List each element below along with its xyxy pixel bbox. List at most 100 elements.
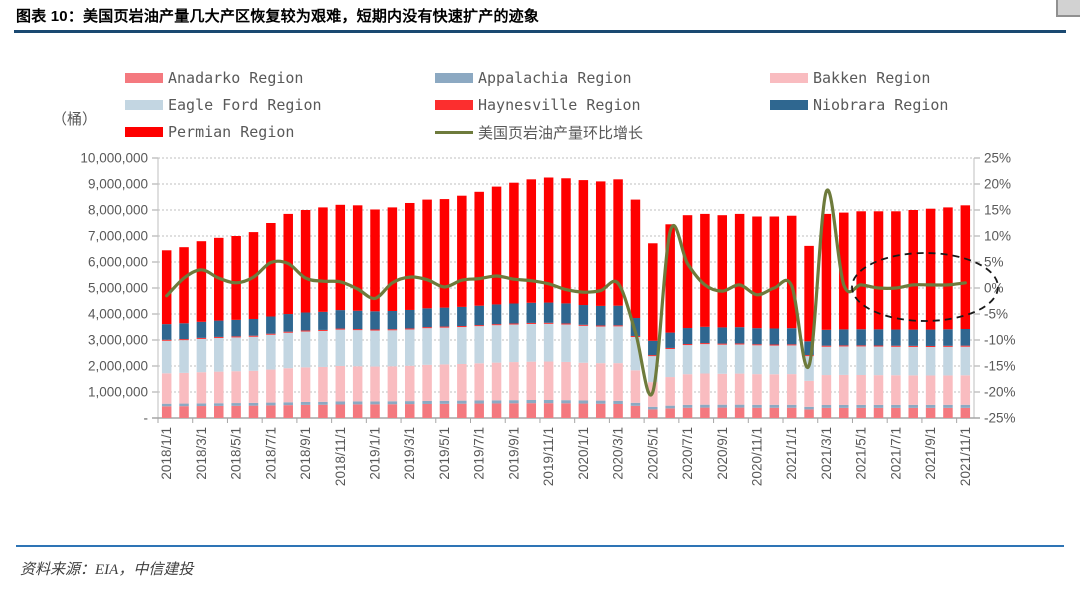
bar-month (335, 204, 346, 418)
svg-text:-10%: -10% (984, 333, 1016, 348)
bar-month (231, 236, 241, 418)
svg-text:2019/1/1: 2019/1/1 (368, 427, 383, 480)
haynesville-swatch-icon (435, 100, 473, 110)
bar-month (630, 199, 641, 418)
bar-month (943, 207, 953, 418)
svg-text:2020/7/1: 2020/7/1 (680, 427, 695, 480)
bar-month (161, 250, 172, 418)
svg-text:9,000,000: 9,000,000 (88, 177, 148, 192)
bar-month (873, 211, 884, 418)
svg-text:2019/5/1: 2019/5/1 (437, 427, 452, 480)
svg-text:2021/1/1: 2021/1/1 (784, 427, 799, 480)
bar-month (474, 191, 484, 418)
legend-label: Anadarko Region (168, 69, 304, 87)
bar-month (925, 208, 936, 418)
legend-item-permian: Permian Region (125, 123, 295, 141)
svg-text:20%: 20% (984, 177, 1011, 192)
svg-text:2019/11/1: 2019/11/1 (541, 427, 556, 486)
bar-month (717, 215, 728, 418)
svg-text:8,000,000: 8,000,000 (88, 203, 148, 218)
bar-month (595, 181, 606, 418)
stacked-bars (161, 177, 971, 418)
svg-text:2019/3/1: 2019/3/1 (402, 427, 417, 480)
bar-month (769, 216, 780, 418)
svg-text:2018/9/1: 2018/9/1 (298, 427, 313, 480)
svg-text:2020/11/1: 2020/11/1 (749, 427, 764, 486)
eagle-ford-swatch-icon (125, 100, 163, 110)
window-corner-artifact (1056, 0, 1080, 17)
svg-text:10%: 10% (984, 229, 1011, 244)
bar-month (682, 215, 693, 418)
legend-label: 美国页岩油产量环比增长 (478, 123, 644, 142)
svg-text:3,000,000: 3,000,000 (88, 333, 148, 348)
bar-month (891, 211, 901, 418)
bar-month (908, 210, 918, 418)
svg-text:25%: 25% (984, 151, 1011, 166)
legend-item-appalachia: Appalachia Region (435, 69, 632, 87)
svg-text:2021/7/1: 2021/7/1 (888, 427, 903, 480)
bar-month (786, 215, 797, 418)
svg-text:-20%: -20% (984, 385, 1016, 400)
legend-item-eagle-ford: Eagle Ford Region (125, 96, 322, 114)
bar-month (214, 237, 224, 418)
bar-month (318, 207, 328, 418)
bar-month (352, 205, 363, 418)
bar-month (509, 182, 519, 418)
svg-text:2,000,000: 2,000,000 (88, 359, 148, 374)
svg-text:-15%: -15% (984, 359, 1016, 374)
legend-label: Haynesville Region (478, 96, 641, 114)
svg-text:2021/11/1: 2021/11/1 (958, 427, 973, 486)
bar-month (491, 186, 502, 418)
left-axis-unit-label: （桶） (52, 111, 98, 128)
legend-item-haynesville: Haynesville Region (435, 96, 641, 114)
left-axis-labels: 10,000,000 9,000,000 8,000,000 7,000,000 6,0… (80, 151, 148, 426)
bar-month (578, 180, 589, 418)
svg-text:0%: 0% (984, 281, 1004, 296)
bar-month (248, 232, 259, 418)
bar-month (526, 179, 537, 418)
bar-month (422, 199, 432, 418)
bar-month (300, 210, 311, 418)
svg-text:2018/5/1: 2018/5/1 (229, 427, 244, 480)
bar-month (960, 205, 971, 418)
bar-month (404, 202, 415, 418)
svg-text:2021/9/1: 2021/9/1 (923, 427, 938, 480)
bar-month (196, 241, 207, 418)
bar-month (543, 177, 554, 418)
svg-text:7,000,000: 7,000,000 (88, 229, 148, 244)
legend-label: Appalachia Region (478, 69, 632, 87)
legend-item-growth-line: 美国页岩油产量环比增长 (435, 123, 644, 142)
bar-month (179, 247, 189, 418)
svg-text:-: - (144, 411, 149, 426)
bar-month (266, 223, 276, 418)
legend-label: Eagle Ford Region (168, 96, 322, 114)
bar-month (387, 207, 398, 418)
svg-text:2018/7/1: 2018/7/1 (263, 427, 278, 480)
svg-text:2021/3/1: 2021/3/1 (819, 427, 834, 480)
title-rule (14, 30, 1066, 33)
right-axis-labels: 25% 20% 15% 10% 5% 0% -5% -10% -15% -20% -25% (984, 151, 1016, 426)
bar-month (439, 199, 450, 418)
legend-item-niobrara: Niobrara Region (770, 96, 948, 114)
svg-text:2018/11/1: 2018/11/1 (333, 427, 348, 486)
growth-line-swatch-icon (435, 130, 473, 134)
bar-month (457, 195, 467, 418)
chart-title: 图表 10：美国页岩油产量几大产区恢复较为艰难，短期内没有快速扩产的迹象 (16, 8, 540, 25)
bar-month (856, 211, 866, 418)
x-axis-labels: 2018/1/1 2018/3/1 2018/5/1 2018/7/1 2018/9/1… (159, 427, 973, 486)
svg-text:2018/3/1: 2018/3/1 (194, 427, 209, 480)
svg-text:5,000,000: 5,000,000 (88, 281, 148, 296)
svg-text:10,000,000: 10,000,000 (80, 151, 148, 166)
bar-month (734, 213, 745, 418)
bar-month (370, 209, 380, 418)
legend-label: Permian Region (168, 123, 295, 141)
permian-swatch-icon (125, 127, 163, 137)
niobrara-swatch-icon (770, 100, 808, 110)
footer-source: 资料来源：EIA，中信建投 (20, 562, 194, 578)
svg-text:4,000,000: 4,000,000 (88, 307, 148, 322)
svg-text:2018/1/1: 2018/1/1 (159, 427, 174, 480)
legend-item-anadarko: Anadarko Region (125, 69, 304, 87)
svg-text:2019/9/1: 2019/9/1 (506, 427, 521, 480)
